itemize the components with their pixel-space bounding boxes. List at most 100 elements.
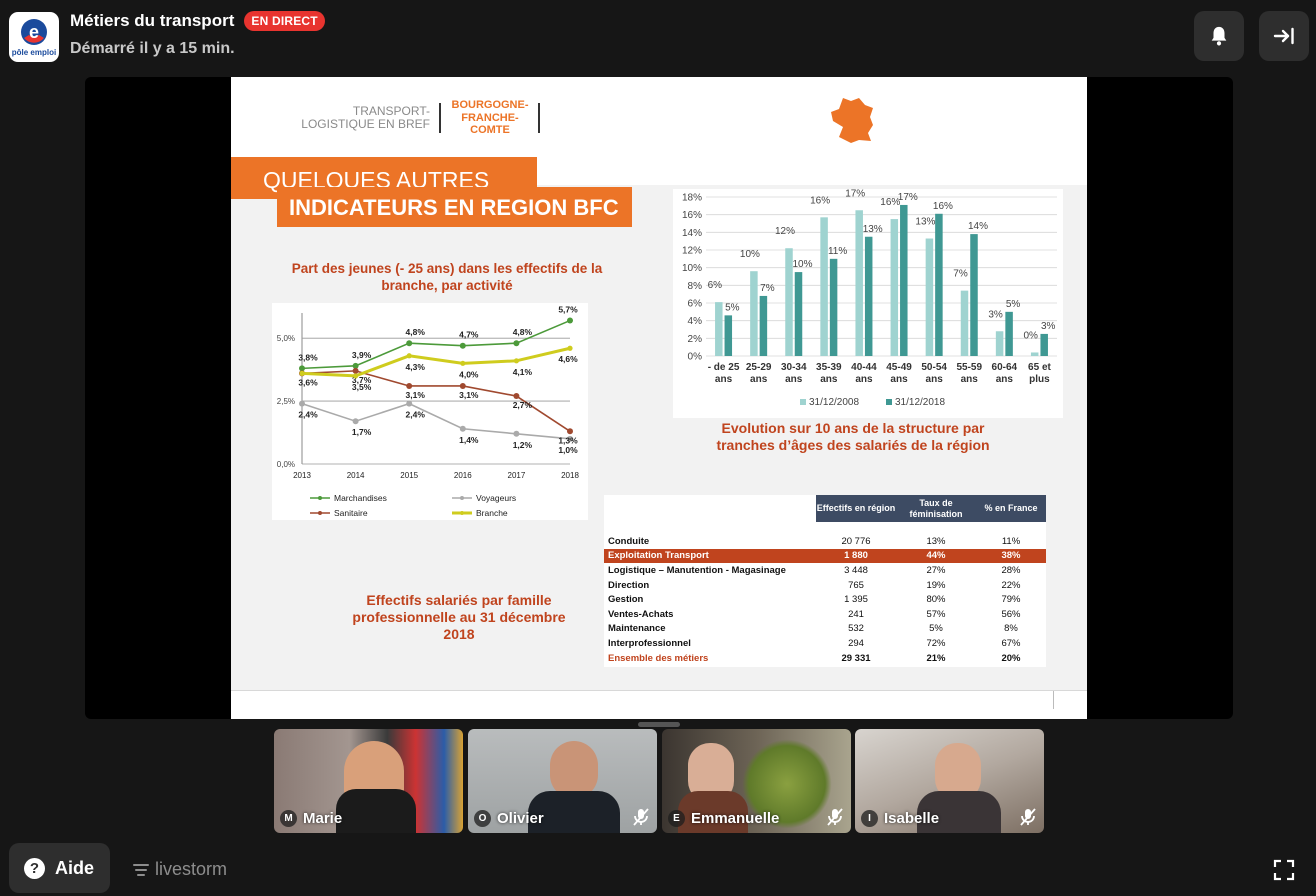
logo-text: pôle emploi	[11, 48, 57, 57]
bar-chart-title: Evolution sur 10 ans de la structure par…	[716, 420, 990, 453]
table-row: Direction 765 19% 22%	[604, 578, 1046, 593]
line-chart-data-label: 2,7%	[513, 400, 533, 410]
line-chart-point	[567, 435, 573, 442]
table-cell: 27%	[926, 564, 946, 576]
bar-chart-bar	[935, 213, 943, 356]
bar-chart-x-tick: 50-54	[921, 362, 947, 373]
table-cell: 56%	[1001, 608, 1021, 620]
participant-name: Emmanuelle	[691, 810, 780, 827]
bar-chart-x-tick: 55-59	[956, 362, 982, 373]
participant-tile-emmanuelle[interactable]: E Emmanuelle	[662, 729, 851, 833]
line-chart-data-label: 4,7%	[459, 330, 479, 340]
col-header-effectifs: Effectifs en région	[816, 495, 896, 522]
participant-video-olivier	[550, 741, 598, 799]
resize-handle[interactable]	[638, 722, 680, 727]
notifications-button[interactable]	[1194, 11, 1244, 61]
line-chart-point	[299, 400, 305, 407]
line-chart-series-sanitaire	[301, 370, 571, 432]
bar-chart-bar	[970, 234, 978, 356]
participant-tile-olivier[interactable]: O Olivier	[468, 729, 657, 833]
bar-chart-x-tick: ans	[961, 374, 979, 385]
table-row: Ventes-Achats 241 57% 56%	[604, 607, 1046, 622]
participant-name: Olivier	[497, 810, 544, 827]
bar-chart-data-label: 16%	[880, 197, 900, 208]
line-chart-legend-label: Sanitaire	[334, 508, 368, 518]
table-cell: 19%	[926, 579, 946, 591]
line-chart-y-tick: 2,5%	[277, 397, 295, 406]
line-chart-data-label: 1,2%	[513, 440, 533, 450]
line-chart-point	[513, 358, 519, 364]
table-cell: 20%	[1001, 652, 1021, 664]
help-button[interactable]: ? Aide	[9, 843, 110, 893]
participant-tile-isabelle[interactable]: I Isabelle	[855, 729, 1044, 833]
table-row-label: Logistique – Manutention - Magasinage	[608, 564, 786, 576]
bar-chart-x-tick: ans	[750, 374, 768, 385]
line-chart-data-label: 5,7%	[558, 305, 578, 315]
table-cell: 5%	[929, 623, 943, 635]
bar-chart-x-tick: ans	[926, 374, 944, 385]
line-chart-data-label: 2,4%	[406, 410, 426, 420]
table-cell: 1 395	[844, 594, 868, 606]
table-row: Gestion 1 395 80% 79%	[604, 592, 1046, 607]
bar-chart-legend-swatch	[800, 399, 806, 405]
line-chart-svg: 0,0% 2,5% 5,0% 2013 2014 2015 2016 2017 2018 3,8%…	[277, 305, 580, 518]
table-row: Exploitation Transport 1 880 44% 38%	[604, 548, 1046, 564]
bar-chart-data-label: 14%	[968, 221, 988, 232]
line-chart-data-label: 3,7%	[352, 375, 372, 385]
bar-chart-data-label: 17%	[845, 189, 865, 199]
bar-chart-data-label: 17%	[898, 192, 918, 203]
bar-chart-legend-label: 31/12/2008	[809, 397, 859, 408]
bar-chart-y-tick: 12%	[682, 246, 702, 257]
bar-chart-data-label: 10%	[740, 249, 760, 260]
bar-chart-x-tick: ans	[890, 374, 908, 385]
mic-muted-icon	[633, 808, 649, 826]
line-chart-data-label: 1,3%	[558, 435, 578, 445]
pole-emploi-logo: e pôle emploi	[9, 12, 59, 62]
bar-chart-data-label: 12%	[775, 226, 795, 237]
leave-button[interactable]	[1259, 11, 1309, 61]
participant-initial: O	[474, 810, 491, 827]
line-chart-point	[459, 382, 466, 389]
bar-chart-x-tick: 60-64	[992, 362, 1018, 373]
line-chart-legend-marker	[460, 496, 464, 500]
bar-chart-bar	[900, 204, 908, 356]
participant-initial: M	[280, 810, 297, 827]
table-cell: 8%	[1004, 623, 1018, 635]
line-chart-point	[513, 340, 520, 347]
line-chart-legend-marker	[318, 496, 322, 500]
bar-chart-x-tick: 45-49	[886, 362, 912, 373]
bar-chart-x-tick: ans	[715, 374, 733, 385]
table-cell: 67%	[1001, 637, 1021, 649]
bar-chart-bar	[925, 238, 934, 356]
powered-by-label: livestorm	[155, 859, 228, 879]
table-row-label: Exploitation Transport	[604, 548, 816, 564]
participant-tile-marie[interactable]: M Marie	[274, 729, 463, 833]
help-label: Aide	[55, 857, 95, 878]
participant-initial: I	[861, 810, 878, 827]
livestorm-logo-icon	[133, 863, 149, 876]
line-chart-point	[567, 428, 573, 435]
fullscreen-icon[interactable]	[1270, 856, 1298, 884]
table-cell: 13%	[926, 535, 946, 547]
table-cell: 29 331	[841, 652, 871, 664]
bar-chart-x-tick: ans	[996, 374, 1014, 385]
bar-chart-data-label: 3%	[1041, 321, 1056, 332]
line-chart-legend-label: Voyageurs	[476, 493, 516, 503]
bar-chart-data-label: 0%	[1023, 330, 1038, 341]
bar-chart-data-label: 16%	[810, 195, 830, 206]
bar-chart-data-label: 11%	[828, 246, 847, 257]
table-row: Interprofessionnel 294 72% 67%	[604, 636, 1046, 651]
line-chart-data-label: 4,8%	[513, 327, 533, 337]
line-chart-point	[352, 362, 359, 369]
table-cell: 21%	[926, 652, 946, 664]
line-chart-y-tick: 0,0%	[277, 460, 295, 469]
table-cell: 294	[848, 637, 864, 649]
powered-by-livestorm[interactable]: livestorm	[133, 859, 227, 880]
line-chart-legend-label: Branche	[476, 508, 508, 518]
bar-chart-bar	[1030, 352, 1039, 356]
line-chart-point	[299, 365, 305, 372]
line-chart-data-label: 3,8%	[298, 352, 318, 362]
bar-chart-legend-swatch	[886, 399, 892, 405]
line-chart-point	[406, 340, 413, 347]
